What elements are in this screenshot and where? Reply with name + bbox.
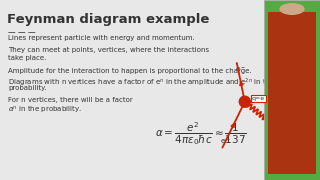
Text: $\alpha^n$ in the probability.: $\alpha^n$ in the probability. — [8, 105, 82, 116]
Bar — [268, 12, 316, 174]
Text: q=e: q=e — [252, 96, 265, 101]
Text: Diagrams with n vertices have a factor of e$^n$ in the amplitude and e$^{2n}$ in: Diagrams with n vertices have a factor o… — [8, 77, 275, 89]
Text: Lines represent particle with energy and momentum.: Lines represent particle with energy and… — [8, 35, 195, 41]
Text: Amplitude for the interaction to happen is proportional to the charge.: Amplitude for the interaction to happen … — [8, 68, 252, 74]
Text: e$^-$: e$^-$ — [235, 65, 246, 74]
Text: e$^-$: e$^-$ — [220, 138, 231, 147]
Text: — — —: — — — — [8, 28, 36, 37]
Text: $\alpha = \dfrac{e^2}{4\pi\epsilon_0 \hbar c} \approx \dfrac{1}{137}$: $\alpha = \dfrac{e^2}{4\pi\epsilon_0 \hb… — [155, 120, 247, 147]
Ellipse shape — [279, 3, 305, 15]
Bar — [264, 0, 320, 180]
Text: Feynman diagram example: Feynman diagram example — [7, 13, 209, 26]
Text: For n vertices, there will be a factor: For n vertices, there will be a factor — [8, 97, 133, 103]
Text: probability.: probability. — [8, 85, 46, 91]
Circle shape — [239, 96, 250, 107]
Text: They can meet at points, vertices, where the interactions: They can meet at points, vertices, where… — [8, 47, 209, 53]
Text: take place.: take place. — [8, 55, 46, 61]
